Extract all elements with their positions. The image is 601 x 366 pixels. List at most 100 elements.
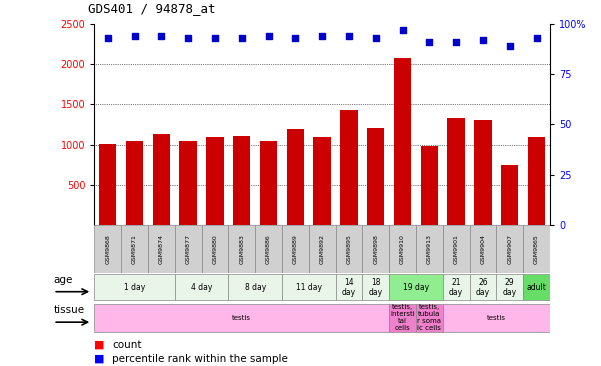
- Point: [371, 35, 380, 41]
- Bar: [389, 303, 416, 332]
- Bar: [282, 225, 309, 273]
- Bar: [335, 274, 362, 300]
- Text: GDS401 / 94878_at: GDS401 / 94878_at: [88, 1, 216, 15]
- Bar: [287, 129, 304, 225]
- Point: [156, 33, 166, 39]
- Text: testis: testis: [487, 314, 506, 321]
- Bar: [180, 141, 197, 225]
- Bar: [496, 274, 523, 300]
- Text: 1 day: 1 day: [124, 283, 145, 292]
- Point: [398, 27, 407, 33]
- Point: [130, 33, 139, 39]
- Bar: [206, 137, 224, 225]
- Text: 19 day: 19 day: [403, 283, 429, 292]
- Bar: [260, 141, 277, 225]
- Text: 14
day: 14 day: [342, 277, 356, 297]
- Bar: [469, 274, 496, 300]
- Bar: [474, 120, 492, 225]
- Text: GSM9883: GSM9883: [239, 234, 244, 264]
- Bar: [469, 225, 496, 273]
- Bar: [447, 118, 465, 225]
- Bar: [175, 274, 228, 300]
- Bar: [340, 110, 358, 225]
- Text: GSM9886: GSM9886: [266, 234, 271, 264]
- Text: 11 day: 11 day: [296, 283, 322, 292]
- Bar: [416, 225, 443, 273]
- Bar: [362, 225, 389, 273]
- Bar: [148, 225, 175, 273]
- Bar: [496, 225, 523, 273]
- Text: count: count: [112, 340, 142, 350]
- Text: GSM9880: GSM9880: [212, 234, 218, 264]
- Point: [478, 37, 488, 43]
- Bar: [94, 303, 389, 332]
- Text: adult: adult: [526, 283, 546, 292]
- Bar: [314, 137, 331, 225]
- Text: GSM9895: GSM9895: [346, 234, 352, 264]
- Bar: [228, 274, 282, 300]
- Text: tissue: tissue: [53, 305, 84, 315]
- Point: [424, 39, 434, 45]
- Text: GSM9898: GSM9898: [373, 234, 378, 264]
- Text: GSM9907: GSM9907: [507, 234, 512, 264]
- Bar: [362, 274, 389, 300]
- Text: testis: testis: [232, 314, 251, 321]
- Bar: [523, 225, 550, 273]
- Bar: [201, 225, 228, 273]
- Bar: [389, 274, 443, 300]
- Point: [210, 35, 220, 41]
- Bar: [501, 165, 519, 225]
- Bar: [367, 128, 385, 225]
- Point: [237, 35, 246, 41]
- Bar: [528, 137, 545, 225]
- Point: [317, 33, 327, 39]
- Text: percentile rank within the sample: percentile rank within the sample: [112, 354, 288, 364]
- Text: 8 day: 8 day: [245, 283, 266, 292]
- Bar: [443, 274, 469, 300]
- Bar: [443, 303, 550, 332]
- Bar: [394, 57, 411, 225]
- Bar: [389, 225, 416, 273]
- Point: [103, 35, 112, 41]
- Bar: [233, 136, 251, 225]
- Point: [505, 43, 514, 49]
- Bar: [309, 225, 335, 273]
- Text: 26
day: 26 day: [476, 277, 490, 297]
- Bar: [153, 134, 170, 225]
- Bar: [443, 225, 469, 273]
- Point: [290, 35, 300, 41]
- Bar: [421, 146, 438, 225]
- Bar: [94, 274, 175, 300]
- Point: [451, 39, 461, 45]
- Point: [183, 35, 193, 41]
- Text: 29
day: 29 day: [502, 277, 517, 297]
- Text: age: age: [53, 275, 73, 285]
- Point: [264, 33, 273, 39]
- Bar: [416, 303, 443, 332]
- Text: GSM9868: GSM9868: [105, 234, 110, 264]
- Bar: [228, 225, 255, 273]
- Bar: [99, 144, 117, 225]
- Bar: [121, 225, 148, 273]
- Bar: [335, 225, 362, 273]
- Text: GSM9910: GSM9910: [400, 234, 405, 264]
- Text: 21
day: 21 day: [449, 277, 463, 297]
- Bar: [94, 225, 121, 273]
- Text: GSM9904: GSM9904: [480, 234, 486, 264]
- Text: GSM9892: GSM9892: [320, 234, 325, 264]
- Text: testis,
intersti
tal
cells: testis, intersti tal cells: [390, 304, 415, 331]
- Text: GSM9871: GSM9871: [132, 234, 137, 264]
- Text: 4 day: 4 day: [191, 283, 212, 292]
- Bar: [523, 274, 550, 300]
- Text: 18
day: 18 day: [368, 277, 383, 297]
- Text: GSM9913: GSM9913: [427, 234, 432, 264]
- Text: ■: ■: [94, 340, 105, 350]
- Bar: [175, 225, 201, 273]
- Point: [532, 35, 542, 41]
- Text: GSM9874: GSM9874: [159, 234, 164, 264]
- Text: GSM9865: GSM9865: [534, 234, 539, 264]
- Text: GSM9901: GSM9901: [454, 234, 459, 264]
- Text: ■: ■: [94, 354, 105, 364]
- Text: testis,
tubula
r soma
ic cells: testis, tubula r soma ic cells: [417, 304, 441, 331]
- Text: GSM9877: GSM9877: [186, 234, 191, 264]
